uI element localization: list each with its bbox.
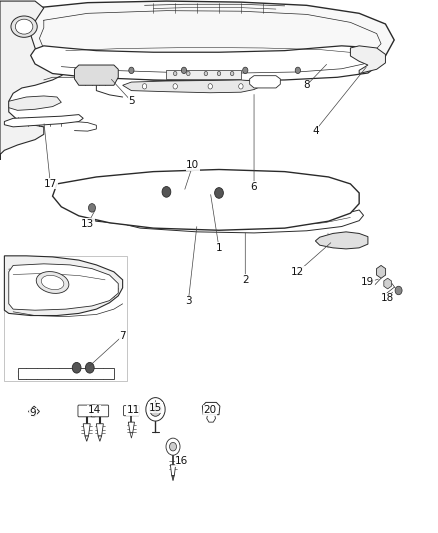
- Circle shape: [166, 438, 180, 455]
- FancyBboxPatch shape: [78, 405, 95, 417]
- Text: 14: 14: [88, 406, 101, 415]
- Text: 3: 3: [185, 296, 192, 306]
- Circle shape: [215, 188, 223, 198]
- Text: 1: 1: [215, 243, 223, 253]
- Circle shape: [295, 67, 300, 74]
- Ellipse shape: [36, 272, 69, 293]
- Circle shape: [142, 84, 147, 89]
- Text: 9: 9: [29, 408, 36, 418]
- Circle shape: [170, 442, 177, 451]
- Circle shape: [181, 67, 187, 74]
- FancyBboxPatch shape: [91, 405, 109, 417]
- Polygon shape: [128, 422, 134, 433]
- Polygon shape: [48, 55, 381, 75]
- Ellipse shape: [15, 19, 33, 34]
- Polygon shape: [130, 433, 133, 438]
- Polygon shape: [28, 406, 39, 417]
- Polygon shape: [127, 210, 364, 233]
- Polygon shape: [0, 1, 70, 160]
- Text: 8: 8: [303, 80, 310, 90]
- Circle shape: [173, 84, 177, 89]
- Polygon shape: [53, 169, 359, 230]
- FancyBboxPatch shape: [124, 406, 139, 416]
- Ellipse shape: [11, 16, 37, 37]
- Circle shape: [150, 402, 161, 416]
- Polygon shape: [202, 402, 220, 415]
- Polygon shape: [88, 208, 350, 229]
- Circle shape: [187, 71, 190, 76]
- FancyBboxPatch shape: [4, 256, 127, 381]
- Polygon shape: [31, 46, 377, 81]
- Polygon shape: [98, 436, 102, 441]
- Polygon shape: [166, 70, 241, 79]
- Text: 17: 17: [44, 179, 57, 189]
- Polygon shape: [18, 368, 114, 379]
- Polygon shape: [85, 436, 88, 441]
- Circle shape: [88, 204, 95, 212]
- Text: 5: 5: [128, 96, 135, 106]
- Circle shape: [239, 84, 243, 89]
- Circle shape: [129, 67, 134, 74]
- Circle shape: [217, 71, 221, 76]
- Text: 4: 4: [312, 126, 319, 135]
- Circle shape: [395, 286, 402, 295]
- Text: 13: 13: [81, 219, 94, 229]
- Polygon shape: [83, 424, 90, 436]
- Text: 18: 18: [381, 294, 394, 303]
- Text: 12: 12: [291, 267, 304, 277]
- Text: 19: 19: [361, 278, 374, 287]
- Ellipse shape: [41, 276, 64, 289]
- Circle shape: [204, 71, 208, 76]
- Polygon shape: [22, 1, 394, 81]
- Circle shape: [173, 71, 177, 76]
- Polygon shape: [172, 475, 174, 481]
- Circle shape: [230, 71, 234, 76]
- Polygon shape: [315, 232, 368, 249]
- Circle shape: [208, 84, 212, 89]
- Circle shape: [153, 406, 158, 413]
- Text: 15: 15: [149, 403, 162, 413]
- Text: 10: 10: [186, 160, 199, 170]
- Text: 7: 7: [119, 331, 126, 341]
- Polygon shape: [170, 465, 176, 475]
- Text: 20: 20: [204, 406, 217, 415]
- Polygon shape: [9, 96, 61, 110]
- Polygon shape: [123, 80, 263, 93]
- Circle shape: [162, 187, 171, 197]
- Polygon shape: [250, 76, 280, 88]
- Text: 11: 11: [127, 406, 140, 415]
- Polygon shape: [74, 65, 118, 85]
- Circle shape: [146, 398, 165, 421]
- Polygon shape: [96, 424, 103, 436]
- Polygon shape: [9, 264, 118, 310]
- Polygon shape: [350, 46, 385, 74]
- Circle shape: [85, 362, 94, 373]
- Text: 2: 2: [242, 275, 249, 285]
- Polygon shape: [4, 115, 83, 127]
- Text: 16: 16: [175, 456, 188, 466]
- Polygon shape: [4, 256, 123, 316]
- Circle shape: [243, 67, 248, 74]
- Circle shape: [72, 362, 81, 373]
- Text: 6: 6: [251, 182, 258, 191]
